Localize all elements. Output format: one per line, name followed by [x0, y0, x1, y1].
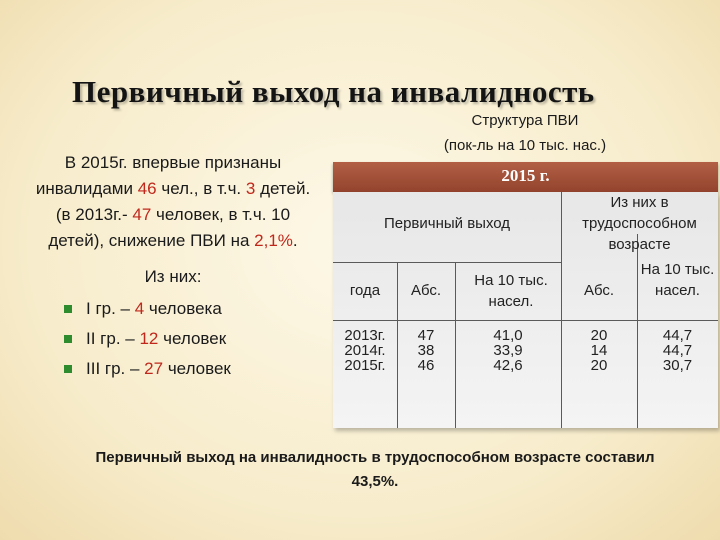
text-span: человек, в т.ч. 10 детей), снижение ПВИ … — [48, 205, 291, 250]
working-age-header: Из них в трудоспособном возрасте — [582, 194, 697, 253]
square-bullet-icon — [64, 305, 72, 313]
structure-caption-line2: (пок-ль на 10 тыс. нас.) — [443, 137, 607, 154]
highlight-number: 2,1% — [254, 231, 293, 250]
per10-values: 41,0 33,9 42,6 — [493, 327, 523, 374]
group-list: I гр. – 4 человека II гр. – 12 человек I… — [28, 296, 318, 382]
subheading: Из них: — [144, 267, 202, 286]
square-bullet-icon — [64, 335, 72, 343]
highlight-number: 12 — [139, 329, 159, 348]
highlight-number: 27 — [144, 359, 164, 378]
text-span: В 2015г. впервые признаны инвалидами — [35, 153, 282, 198]
text-span: чел., в т.ч. — [156, 179, 246, 198]
divider — [455, 262, 456, 428]
text-span: . — [292, 231, 298, 250]
primary-exit-header: Первичный выход — [383, 215, 511, 232]
divider — [637, 234, 638, 428]
divider — [397, 262, 398, 428]
summary-text: В 2015г. впервые признаны инвалидами 46 … — [28, 150, 318, 386]
col-year-header: года — [349, 282, 381, 299]
structure-caption-line1: Структура ПВИ — [471, 112, 579, 129]
text-span: детей. (в 2013г.- — [55, 179, 311, 224]
col-per10-2-header: На 10 тыс. насел. — [640, 261, 715, 299]
list-item: III гр. – 27 человек — [28, 356, 318, 382]
col-abs-header: Абс. — [410, 282, 442, 299]
col-per10-header: На 10 тыс. насел. — [474, 272, 548, 310]
divider — [333, 262, 561, 263]
table-body: Первичный выход Из них в трудоспособном … — [333, 192, 718, 428]
year-header: 2015 г. — [501, 166, 550, 185]
col-abs2-header: Абс. — [583, 282, 615, 299]
highlight-number: 47 — [132, 205, 152, 224]
summary-paragraph: В 2015г. впервые признаны инвалидами 46 … — [28, 150, 318, 254]
text-span: человек — [163, 359, 231, 378]
year-values: 2013г. 2014г. 2015г. — [344, 327, 386, 374]
divider — [561, 192, 562, 428]
per10-2-values: 44,7 44,7 30,7 — [662, 327, 693, 374]
page-title: Первичный выход на инвалидность — [72, 74, 595, 109]
highlight-number: 4 — [134, 299, 145, 318]
square-bullet-icon — [64, 365, 72, 373]
stats-table: 2015 г. Первичный выход Из них в трудосп… — [333, 162, 718, 428]
list-item: II гр. – 12 человек — [28, 326, 318, 352]
structure-caption: Структура ПВИ (пок-ль на 10 тыс. нас.) — [420, 108, 630, 158]
divider — [333, 320, 718, 321]
abs-values: 47 38 46 — [417, 327, 435, 374]
text-span: I гр. – — [86, 299, 135, 318]
footer-note: Первичный выход на инвалидность в трудос… — [95, 449, 655, 490]
list-item: I гр. – 4 человека — [28, 296, 318, 322]
table-header-bar: 2015 г. — [333, 162, 718, 192]
abs2-values: 20 14 20 — [590, 327, 608, 374]
text-span: человек — [158, 329, 227, 348]
text-span: человека — [144, 299, 222, 318]
highlight-number: 3 — [245, 179, 256, 198]
text-span: III гр. – — [86, 359, 145, 378]
highlight-number: 46 — [137, 179, 157, 198]
text-span: II гр. – — [86, 329, 140, 348]
